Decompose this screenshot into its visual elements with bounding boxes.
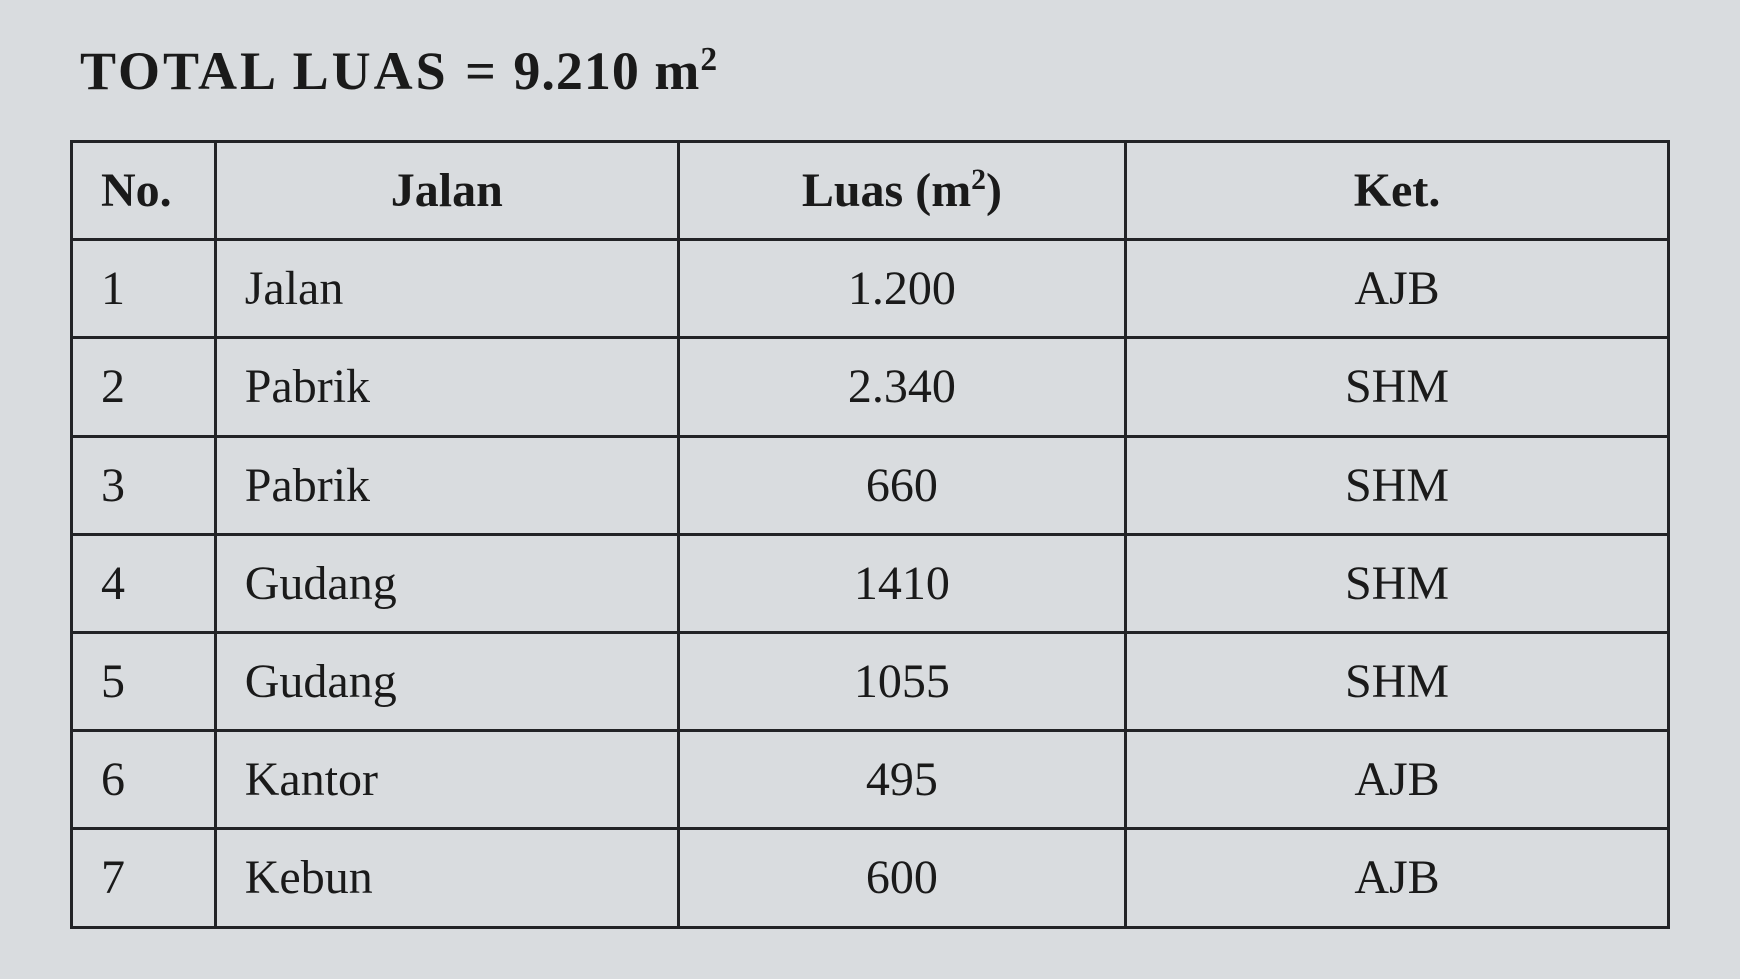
table-body: 1 Jalan 1.200 AJB 2 Pabrik 2.340 SHM 3 P… <box>72 240 1669 927</box>
cell-luas: 495 <box>678 731 1125 829</box>
title-value: 9.210 m <box>513 41 700 101</box>
cell-no: 1 <box>72 240 216 338</box>
col-header-no: No. <box>72 142 216 240</box>
table-row: 5 Gudang 1055 SHM <box>72 632 1669 730</box>
table-row: 1 Jalan 1.200 AJB <box>72 240 1669 338</box>
cell-luas: 1410 <box>678 534 1125 632</box>
table-row: 3 Pabrik 660 SHM <box>72 436 1669 534</box>
cell-luas: 1055 <box>678 632 1125 730</box>
cell-jalan: Gudang <box>215 632 678 730</box>
col-header-luas: Luas (m2) <box>678 142 1125 240</box>
cell-luas: 1.200 <box>678 240 1125 338</box>
table-row: 4 Gudang 1410 SHM <box>72 534 1669 632</box>
title-unit-sup: 2 <box>700 41 718 78</box>
page-title: TOTAL LUAS = 9.210 m2 <box>80 40 1670 102</box>
area-table: No. Jalan Luas (m2) Ket. 1 Jalan 1.200 A… <box>70 140 1670 929</box>
cell-no: 5 <box>72 632 216 730</box>
cell-ket: AJB <box>1126 829 1669 927</box>
cell-jalan: Gudang <box>215 534 678 632</box>
cell-ket: AJB <box>1126 731 1669 829</box>
col-header-jalan: Jalan <box>215 142 678 240</box>
table-header-row: No. Jalan Luas (m2) Ket. <box>72 142 1669 240</box>
table-row: 7 Kebun 600 AJB <box>72 829 1669 927</box>
cell-luas: 660 <box>678 436 1125 534</box>
cell-no: 3 <box>72 436 216 534</box>
cell-ket: AJB <box>1126 240 1669 338</box>
cell-jalan: Jalan <box>215 240 678 338</box>
cell-no: 7 <box>72 829 216 927</box>
col-header-ket: Ket. <box>1126 142 1669 240</box>
cell-ket: SHM <box>1126 436 1669 534</box>
title-label: TOTAL LUAS = <box>80 41 499 101</box>
table-row: 2 Pabrik 2.340 SHM <box>72 338 1669 436</box>
cell-no: 4 <box>72 534 216 632</box>
cell-no: 6 <box>72 731 216 829</box>
cell-no: 2 <box>72 338 216 436</box>
cell-jalan: Pabrik <box>215 436 678 534</box>
cell-luas: 2.340 <box>678 338 1125 436</box>
cell-ket: SHM <box>1126 338 1669 436</box>
cell-jalan: Kebun <box>215 829 678 927</box>
table-row: 6 Kantor 495 AJB <box>72 731 1669 829</box>
cell-ket: SHM <box>1126 632 1669 730</box>
cell-ket: SHM <box>1126 534 1669 632</box>
cell-jalan: Pabrik <box>215 338 678 436</box>
cell-luas: 600 <box>678 829 1125 927</box>
cell-jalan: Kantor <box>215 731 678 829</box>
